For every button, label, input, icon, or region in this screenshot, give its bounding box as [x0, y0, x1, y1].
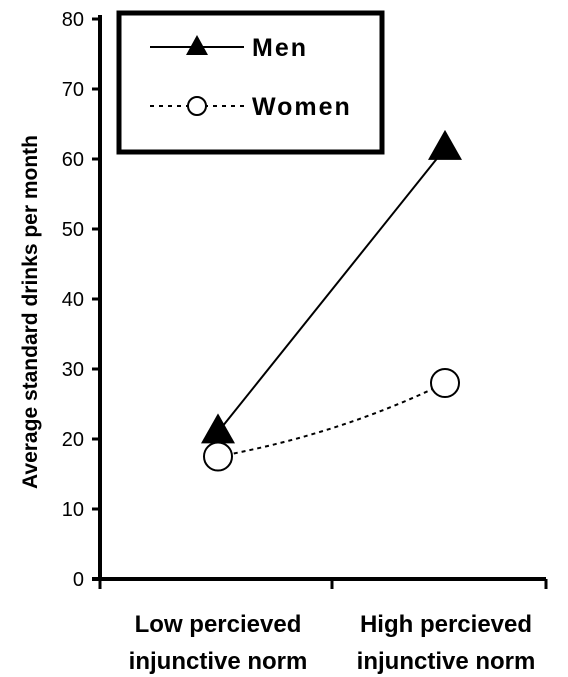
x-category-label: High percieved injunctive norm	[357, 611, 536, 675]
series-women	[203, 368, 460, 472]
legend-label: Women	[252, 93, 352, 121]
data-point	[201, 413, 235, 444]
legend-item-women: Women	[150, 93, 352, 121]
y-tick-label: 40	[62, 289, 84, 311]
legend-label: Men	[252, 34, 308, 62]
y-axis-title: Average standard drinks per month	[19, 135, 42, 489]
y-tick-label: 60	[62, 149, 84, 171]
y-tick-label: 70	[62, 79, 84, 101]
legend-box	[116, 10, 385, 155]
data-point	[430, 368, 460, 398]
data-point	[428, 129, 462, 160]
legend-marker	[186, 35, 208, 55]
y-tick-label: 20	[62, 429, 84, 451]
y-tick-label: 50	[62, 219, 84, 241]
x-category-label: Low percieved injunctive norm	[129, 611, 308, 675]
x-ticks: Low percieved injunctive norm High perciev…	[98, 579, 548, 675]
series-line	[217, 147, 446, 433]
y-tick-label: 0	[73, 569, 84, 591]
series-layer	[201, 129, 462, 472]
series-line	[217, 382, 446, 458]
legend-item-men: Men	[150, 34, 308, 62]
y-ticks: 0 10 20 30 40 50 60 70 80	[62, 9, 100, 591]
axes	[92, 15, 546, 581]
y-tick-label: 80	[62, 9, 84, 31]
y-tick-label: 30	[62, 359, 84, 381]
y-tick-label: 10	[62, 499, 84, 521]
legend-marker	[187, 96, 207, 116]
legend: Men Women	[116, 10, 385, 155]
series-men	[201, 129, 462, 444]
data-point	[203, 441, 233, 472]
